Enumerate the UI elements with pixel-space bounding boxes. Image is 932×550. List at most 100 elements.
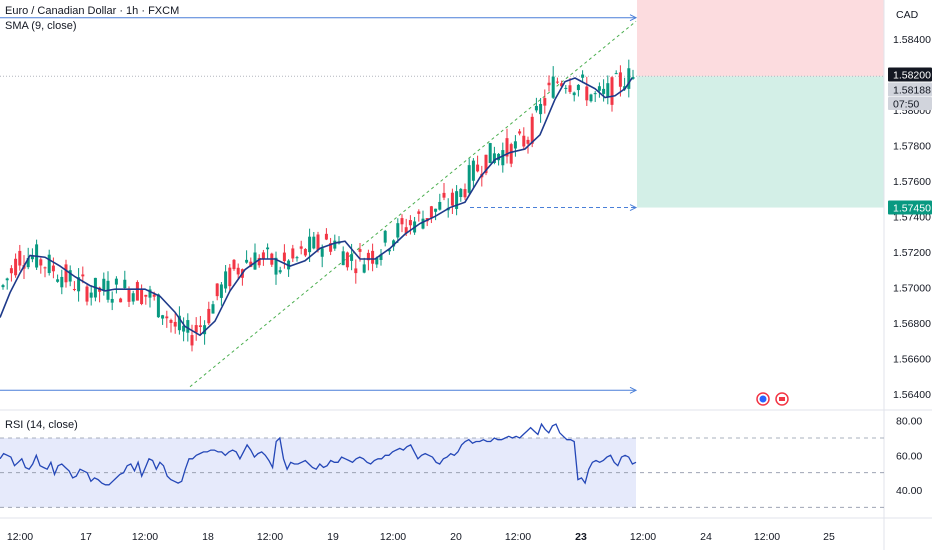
- stop-loss-zone: [637, 0, 884, 77]
- candle-body: [148, 289, 152, 298]
- candle-body: [152, 294, 156, 297]
- candle-body: [274, 257, 278, 275]
- candle-body: [534, 105, 538, 111]
- candle-body: [30, 255, 34, 260]
- candle-body: [618, 72, 622, 87]
- candle-body: [442, 192, 446, 198]
- candle-body: [467, 165, 471, 193]
- candle-body: [182, 325, 186, 332]
- candle-body: [144, 294, 148, 297]
- candle-body: [400, 218, 404, 225]
- candle-body: [232, 259, 236, 270]
- candle-body: [429, 206, 433, 218]
- take-profit-zone: [637, 76, 884, 208]
- candle-body: [329, 243, 333, 252]
- candle-body: [631, 77, 635, 79]
- candle-body: [509, 144, 513, 164]
- price-badge-text: 07:50: [893, 99, 919, 111]
- candle-body: [333, 240, 337, 249]
- currency-label[interactable]: CAD: [896, 9, 919, 21]
- time-tick-label: 19: [327, 531, 339, 543]
- candle-body: [131, 293, 135, 302]
- sma-line: [0, 77, 633, 337]
- candle-body: [64, 264, 68, 283]
- trend-channel-line: [189, 20, 637, 388]
- candle-body: [324, 233, 328, 240]
- candle-body: [173, 321, 177, 327]
- candle-body: [543, 98, 547, 106]
- candle-body: [18, 250, 22, 266]
- support-arrow: [629, 386, 638, 394]
- candle-body: [81, 274, 85, 277]
- candle-body: [169, 319, 173, 323]
- candle-body: [539, 103, 543, 115]
- time-tick-label: 20: [450, 531, 462, 543]
- candle-body: [135, 282, 139, 301]
- candle-body: [26, 257, 30, 268]
- candle-body: [228, 267, 232, 287]
- candle-body: [555, 81, 559, 83]
- candle-body: [89, 292, 93, 298]
- candle-body: [266, 247, 270, 250]
- flag-icon-core: [779, 397, 785, 401]
- price-badge-text: 1.58200: [893, 70, 931, 82]
- candle-body: [576, 84, 580, 91]
- price-tick-label: 1.57200: [893, 247, 931, 259]
- candle-body: [299, 246, 303, 249]
- time-tick-label: 12:00: [132, 531, 158, 543]
- candle-body: [614, 73, 618, 75]
- candle-body: [421, 218, 425, 229]
- candle-body: [127, 289, 131, 302]
- price-badge-text: 1.57450: [893, 203, 931, 215]
- rsi-tick-label: 80.00: [896, 416, 922, 428]
- price-tick-label: 1.57800: [893, 140, 931, 152]
- candle-body: [518, 131, 522, 134]
- candle-body: [194, 325, 198, 333]
- candle-body: [526, 139, 530, 144]
- candle-body: [581, 74, 585, 78]
- candle-body: [589, 94, 593, 102]
- candle-body: [606, 83, 610, 97]
- candle-body: [379, 254, 383, 260]
- candle-body: [551, 76, 555, 98]
- candle-body: [219, 284, 223, 298]
- price-badge: [888, 200, 932, 215]
- candle-body: [404, 227, 408, 234]
- candle-body: [593, 93, 597, 95]
- candle-body: [547, 82, 551, 86]
- candle-body: [257, 257, 261, 266]
- candle-body: [484, 154, 488, 174]
- candle-body: [492, 153, 496, 163]
- candle-body: [564, 87, 568, 89]
- time-tick-label: 17: [80, 531, 92, 543]
- candle-body: [114, 278, 118, 285]
- candle-body: [47, 254, 51, 274]
- candle-body: [56, 279, 60, 282]
- candle-body: [236, 267, 240, 275]
- candle-body: [224, 271, 228, 289]
- candle-body: [14, 258, 18, 276]
- price-badge: [888, 67, 932, 82]
- candle-body: [530, 116, 534, 144]
- resistance-arrow: [629, 14, 638, 22]
- candle-body: [350, 254, 354, 261]
- candle-body: [308, 236, 312, 253]
- time-tick-label: 12:00: [754, 531, 780, 543]
- time-tick-label: 23: [575, 531, 587, 543]
- candle-body: [295, 257, 299, 259]
- candle-body: [366, 252, 370, 261]
- time-tick-label: 25: [823, 531, 835, 543]
- candle-body: [362, 264, 366, 273]
- candle-body: [505, 138, 509, 157]
- price-tick-label: 1.56400: [893, 389, 931, 401]
- candle-body: [450, 192, 454, 206]
- candle-body: [303, 249, 307, 256]
- candle-body: [60, 276, 64, 288]
- candle-body: [1, 285, 5, 288]
- price-tick-label: 1.57000: [893, 282, 931, 294]
- rsi-title: RSI (14, close): [5, 419, 78, 431]
- candle-body: [9, 268, 13, 274]
- candle-body: [198, 325, 202, 328]
- candle-body: [203, 325, 207, 335]
